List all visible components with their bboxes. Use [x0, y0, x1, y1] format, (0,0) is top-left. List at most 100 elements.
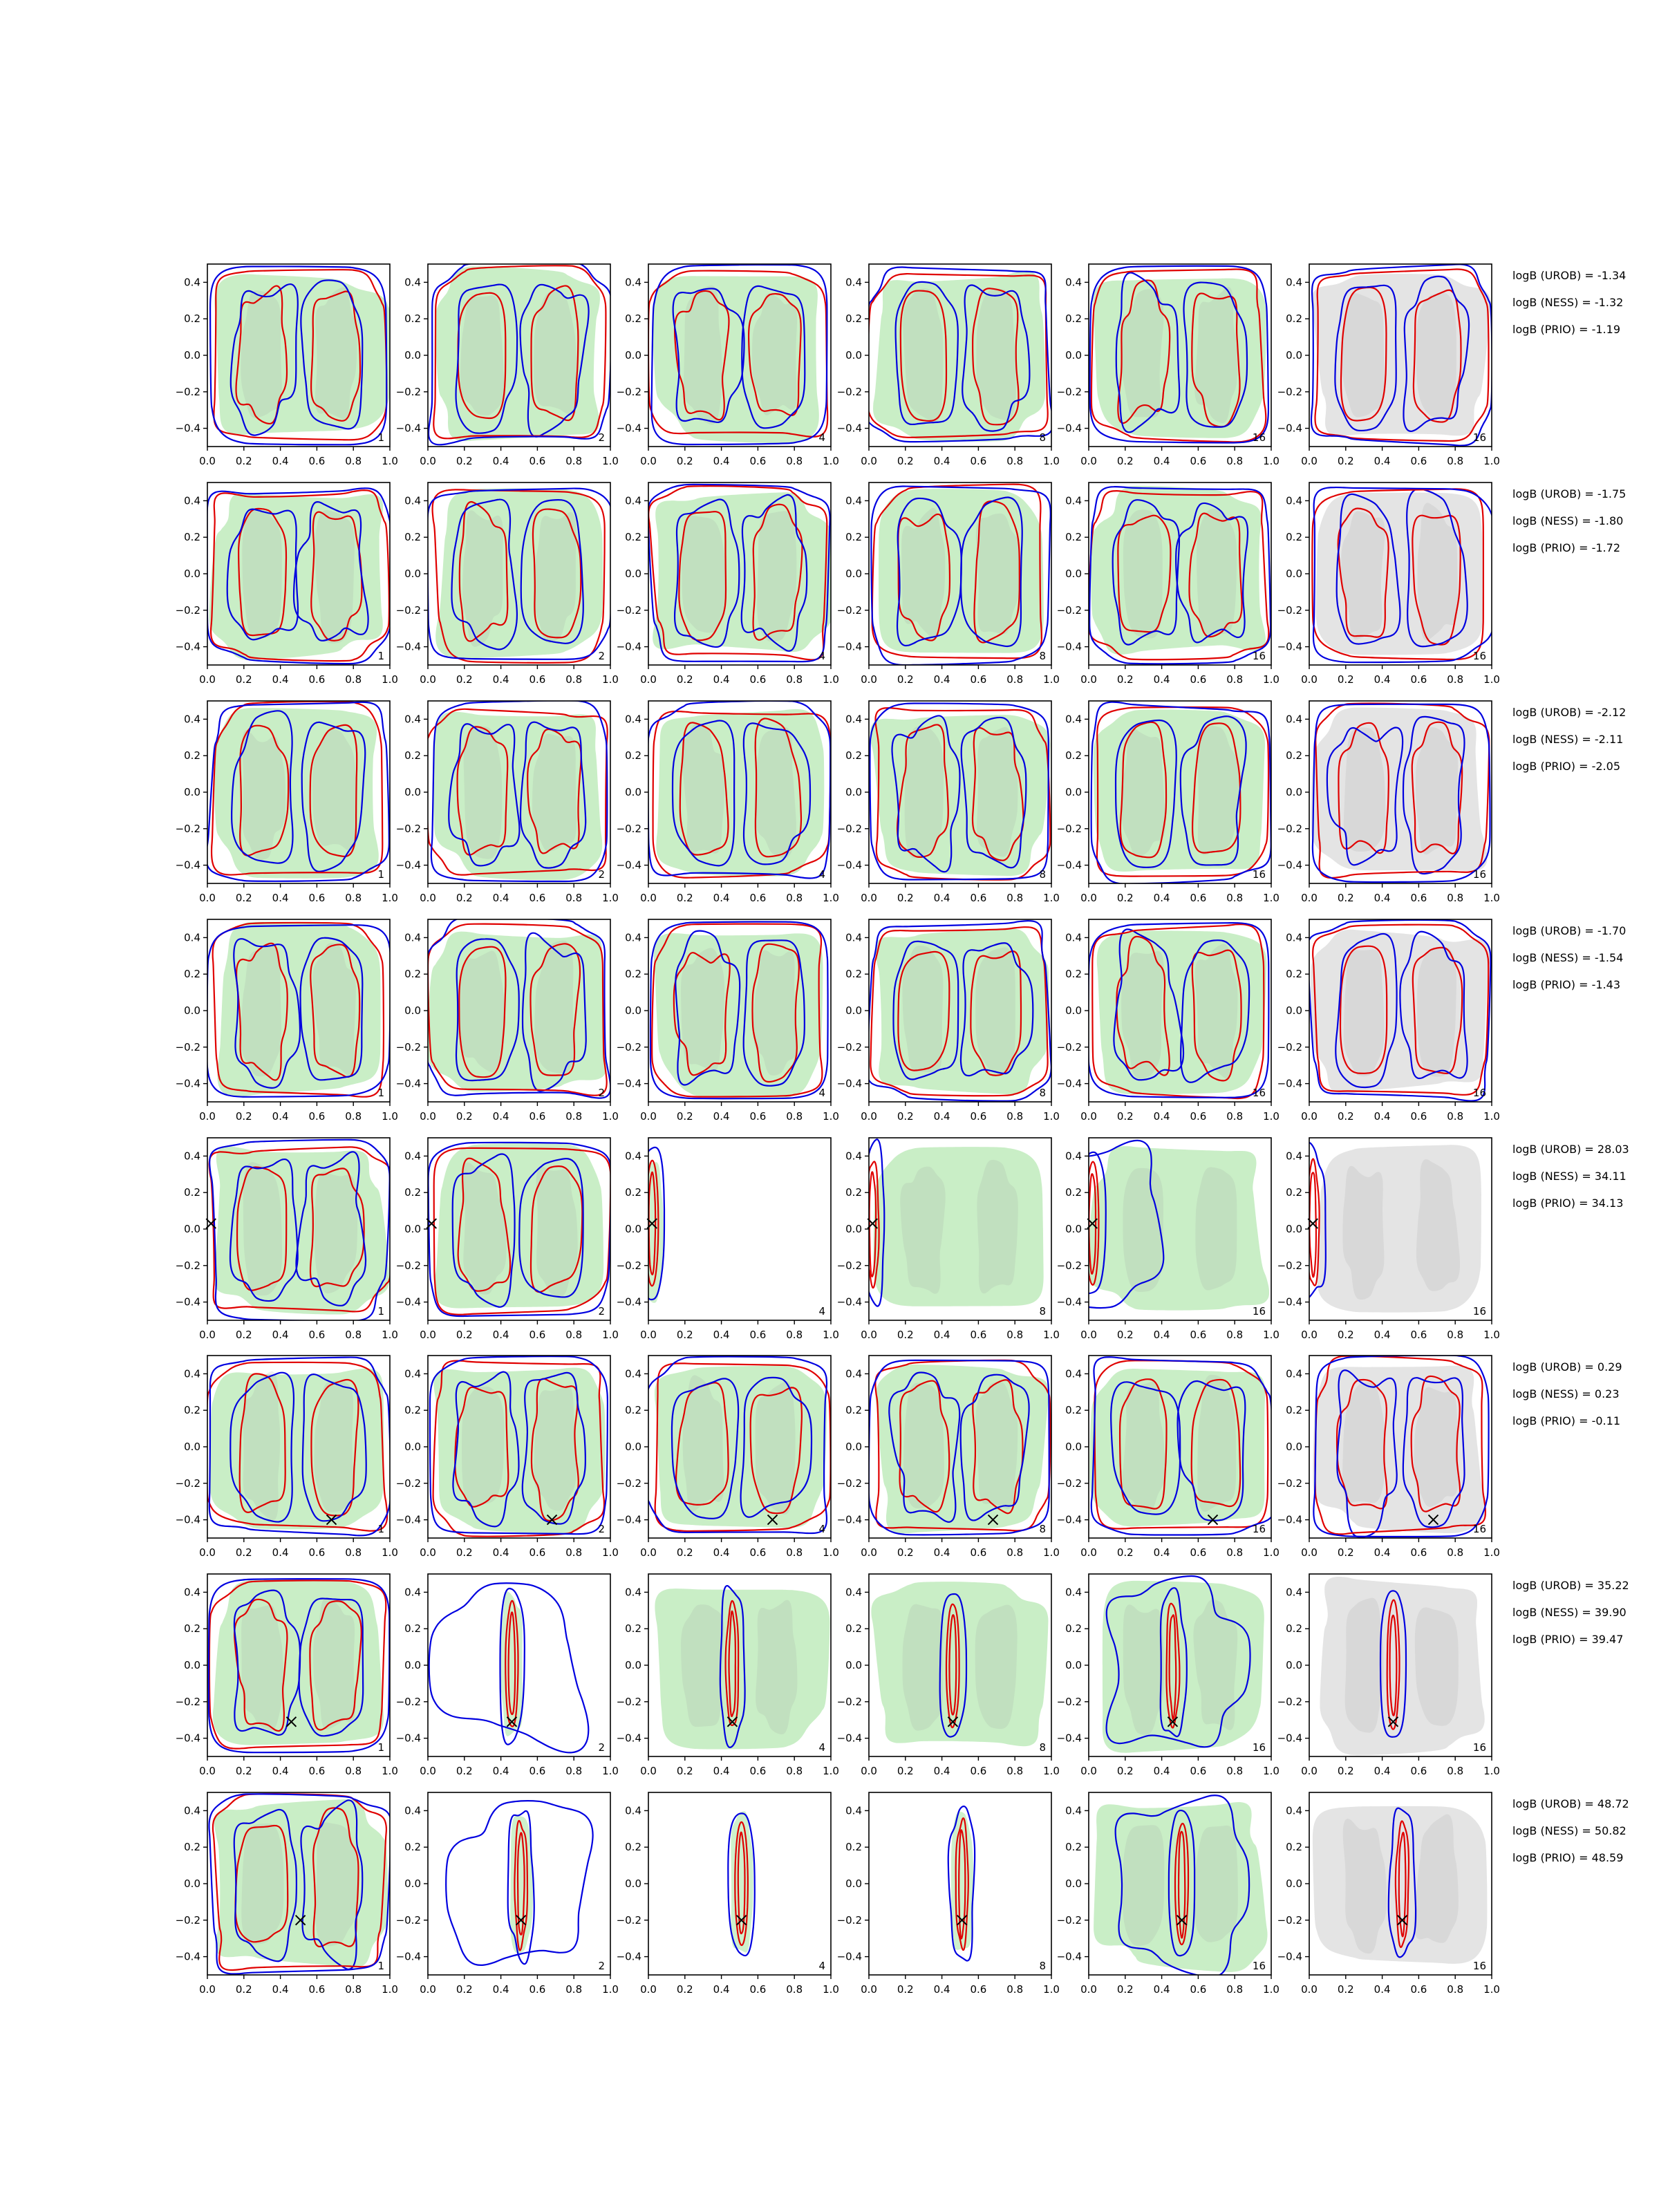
contour-blue	[428, 487, 610, 660]
y-tick-label: −0.2	[1057, 1914, 1082, 1927]
contour-blue	[939, 1593, 968, 1738]
subplot: 0.0 0.2 0.4 0.6 0.8 1.0 0.4 0.2 0.0 −0.2 −0.4 2	[396, 919, 619, 1123]
y-tick-label: −0.4	[617, 1732, 641, 1745]
y-tick-label: 0.4	[404, 276, 421, 288]
panel-label: 8	[1039, 1087, 1046, 1099]
contour-blue	[300, 1799, 364, 1970]
true-value-marker	[294, 1915, 306, 1926]
contour-blue	[740, 494, 808, 652]
contour-blue	[209, 265, 388, 446]
x-tick-label: 1.0	[382, 892, 398, 904]
x-tick-label: 0.4	[493, 1765, 509, 1777]
contour-red	[1340, 286, 1387, 422]
x-tick-label: 0.0	[1301, 455, 1318, 467]
density-fill-dark	[1415, 727, 1459, 855]
density-fill-dark	[1414, 1814, 1459, 1943]
y-tick-label: 0.2	[404, 1622, 421, 1635]
x-tick-label: 0.2	[1117, 455, 1134, 467]
x-tick-label: 0.2	[897, 1329, 914, 1341]
panel-label: 1	[377, 650, 384, 662]
density-fill	[428, 931, 608, 1092]
density-fill	[214, 274, 390, 435]
contour-blue	[1089, 1151, 1107, 1295]
density-fill-dark	[462, 1386, 505, 1506]
x-tick-label: 0.6	[970, 892, 986, 904]
y-tick-label: −0.4	[176, 1732, 200, 1745]
x-tick-label: 0.6	[1190, 892, 1206, 904]
density-fill-dark	[756, 1600, 798, 1734]
contour-red	[896, 724, 949, 858]
x-tick-label: 0.8	[565, 455, 582, 467]
contour-red	[310, 290, 362, 422]
panel-label: 2	[598, 1523, 605, 1535]
y-tick-label: 0.2	[1065, 968, 1082, 980]
x-tick-label: 0.2	[897, 1110, 914, 1123]
y-tick-label: 0.2	[845, 1622, 862, 1635]
contour-red	[514, 1819, 529, 1951]
contour-red	[458, 946, 507, 1078]
contour-blue	[719, 1584, 746, 1748]
subplot: 0.0 0.2 0.4 0.6 0.8 1.0 0.4 0.2 0.0 −0.2 −0.4 8	[837, 482, 1060, 686]
contour-red	[1191, 722, 1241, 854]
y-tick-label: 0.0	[845, 786, 862, 798]
logb-annotation: logB (PRIO) = -1.72	[1512, 541, 1620, 554]
x-tick-label: 0.0	[640, 1110, 657, 1123]
x-tick-label: 0.8	[1447, 1546, 1463, 1559]
y-tick-label: 0.4	[845, 931, 862, 944]
y-tick-label: 0.2	[404, 1186, 421, 1199]
y-tick-label: 0.0	[184, 1877, 200, 1890]
subplot: 0.0 0.2 0.4 0.6 0.8 1.0 0.4 0.2 0.0 −0.2 −0.4 8	[837, 1355, 1060, 1559]
contour-blue	[959, 942, 1034, 1077]
plot-area	[648, 264, 829, 446]
contour-blue	[1112, 499, 1181, 646]
contour-red	[1177, 1830, 1186, 1939]
logb-annotation: logB (UROB) = 28.03	[1512, 1143, 1629, 1156]
y-tick-label: 0.4	[845, 713, 862, 725]
y-tick-label: −0.4	[837, 1951, 862, 1963]
x-tick-label: 0.4	[1374, 1329, 1391, 1341]
logb-annotation: logB (NESS) = -1.32	[1512, 296, 1623, 309]
logb-annotation: logB (PRIO) = 39.47	[1512, 1633, 1623, 1646]
density-fill	[214, 1799, 388, 1968]
x-tick-label: 0.8	[1447, 673, 1463, 686]
x-tick-label: 0.6	[1410, 1983, 1427, 1996]
y-tick-label: −0.4	[837, 422, 862, 435]
contour-red	[1412, 514, 1461, 646]
y-tick-label: 0.0	[1065, 786, 1082, 798]
x-tick-label: 0.4	[272, 455, 289, 467]
y-tick-label: 0.2	[845, 749, 862, 762]
x-tick-label: 0.2	[677, 673, 693, 686]
x-tick-label: 1.0	[602, 1110, 619, 1123]
y-tick-label: −0.4	[837, 1296, 862, 1309]
density-fill-dark	[752, 293, 798, 415]
contour-red	[238, 507, 288, 637]
logb-annotation: logB (PRIO) = -2.05	[1512, 760, 1620, 773]
x-tick-label: 0.6	[1410, 1110, 1427, 1123]
density-fill-dark	[1193, 1600, 1238, 1730]
contour-blue	[960, 716, 1027, 869]
x-tick-label: 1.0	[1263, 892, 1280, 904]
contour-blue	[1175, 502, 1249, 644]
subplot: 0.0 0.2 0.4 0.6 0.8 1.0 0.4 0.2 0.0 −0.2 −0.4 16	[1277, 1355, 1500, 1559]
contour-blue	[499, 1587, 525, 1745]
x-tick-label: 0.0	[1301, 1329, 1318, 1341]
y-tick-label: −0.2	[176, 1477, 200, 1490]
contour-blue	[1387, 1807, 1417, 1958]
density-fill	[1093, 709, 1266, 872]
y-tick-label: 0.4	[1286, 1586, 1302, 1598]
contour-blue	[519, 283, 590, 438]
x-tick-label: 0.6	[308, 673, 325, 686]
y-tick-label: 0.2	[1286, 531, 1302, 543]
subplot: 0.0 0.2 0.4 0.6 0.8 1.0 0.4 0.2 0.0 −0.2 −0.4 1	[176, 263, 398, 467]
contour-blue	[451, 1153, 516, 1308]
x-tick-label: 1.0	[1043, 673, 1060, 686]
x-tick-label: 0.6	[1190, 1983, 1206, 1996]
contour-blue	[448, 723, 521, 867]
density-fill-dark	[1416, 1159, 1461, 1291]
contour-red	[529, 943, 581, 1076]
y-tick-label: 0.0	[625, 1223, 641, 1235]
contour-blue	[896, 497, 962, 647]
x-tick-label: 1.0	[1483, 1983, 1500, 1996]
y-tick-label: 0.2	[1286, 1186, 1302, 1199]
x-tick-label: 0.2	[236, 1110, 252, 1123]
